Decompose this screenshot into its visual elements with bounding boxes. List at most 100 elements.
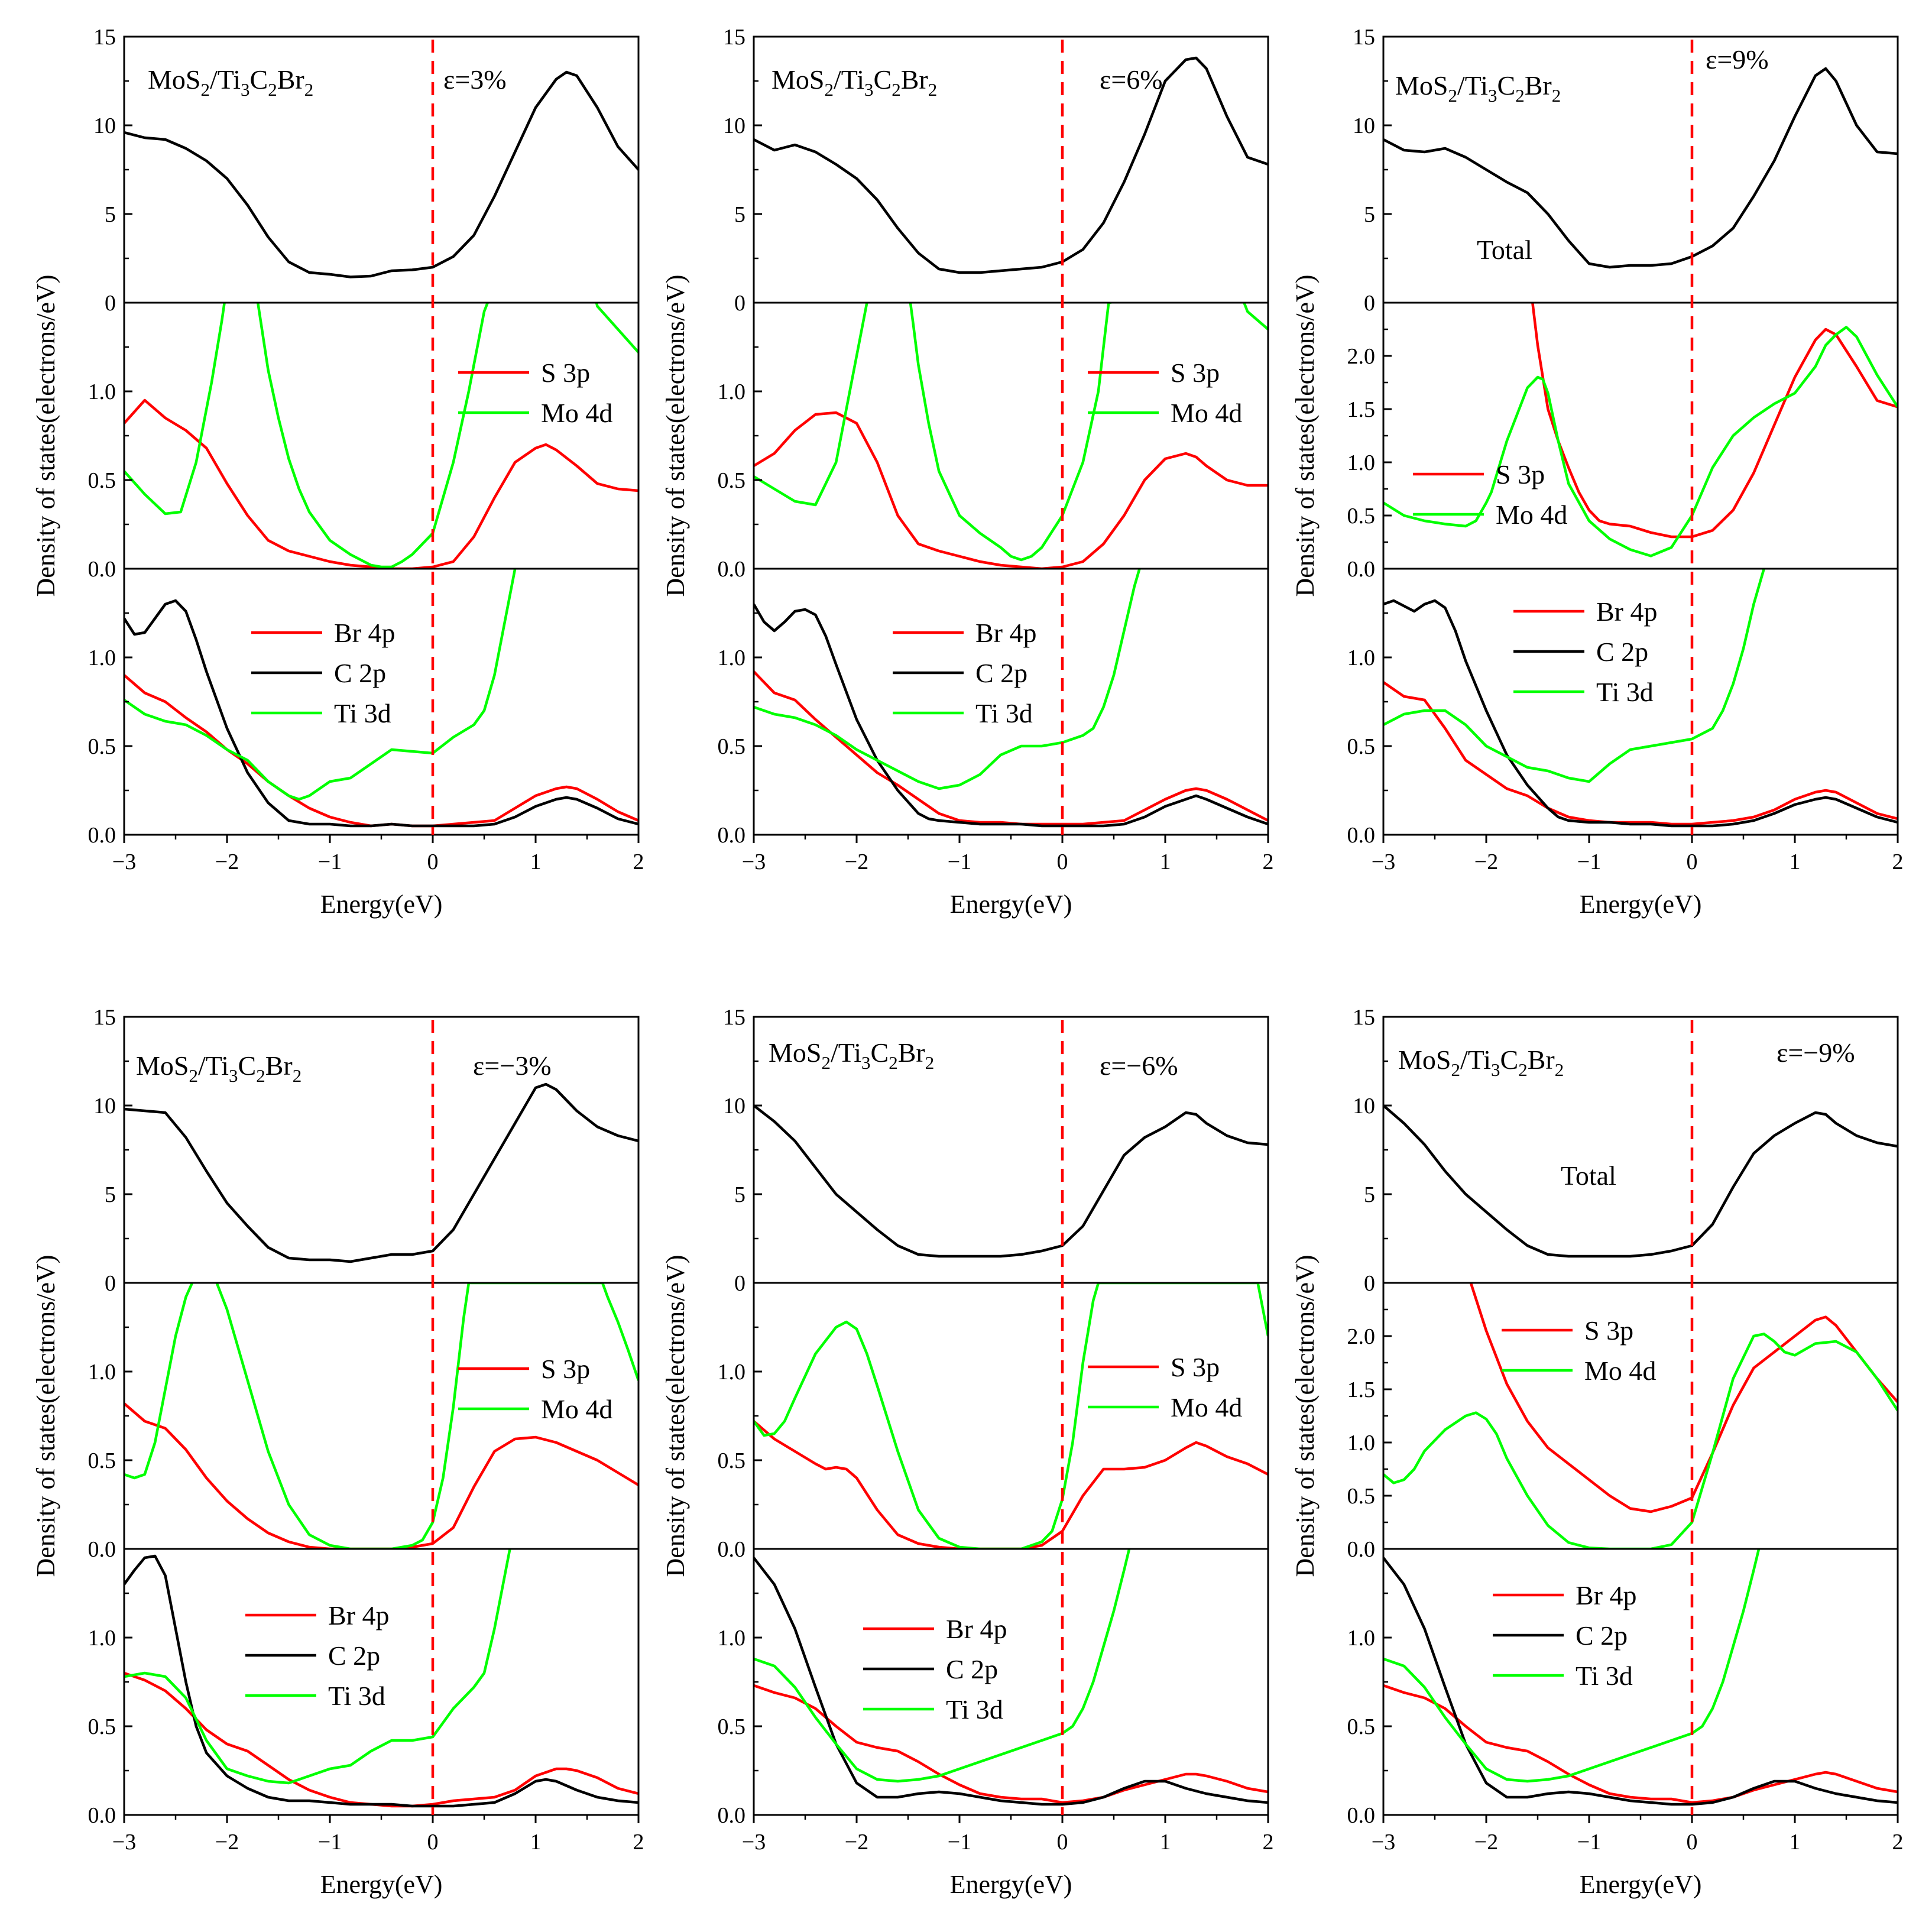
legend-label: Ti 3d bbox=[1596, 677, 1654, 707]
y-tick-label: 1.0 bbox=[88, 1626, 116, 1651]
series-c-2p bbox=[754, 1557, 1268, 1806]
series-total bbox=[124, 70, 638, 278]
y-tick-label: 0.5 bbox=[1347, 1714, 1376, 1739]
subplot-mos2-pdos: 0.0 0.5 1.0 bbox=[88, 1283, 638, 1562]
strain-label: ε=9% bbox=[1706, 44, 1769, 74]
y-tick-label: 1.0 bbox=[718, 646, 746, 670]
legend-label: Mo 4d bbox=[541, 398, 612, 428]
series-s-3p bbox=[1531, 303, 1898, 539]
x-tick-label: −3 bbox=[742, 850, 766, 874]
x-tick-label: 0 bbox=[1057, 1830, 1068, 1855]
y-tick-label: 10 bbox=[93, 114, 116, 138]
y-tick-label: 15 bbox=[93, 1005, 116, 1030]
formula-part: Br bbox=[265, 1051, 293, 1081]
formula-part: Br bbox=[1525, 70, 1552, 101]
y-tick-label: 1.0 bbox=[88, 380, 116, 404]
series-br-4p bbox=[124, 1671, 638, 1808]
legend-label: C 2p bbox=[328, 1641, 380, 1671]
subplot-mos2-pdos: 0.0 0.5 1.0 bbox=[718, 1283, 1268, 1562]
x-axis-title: Energy(eV) bbox=[320, 1870, 443, 1899]
y-tick-label: 5 bbox=[105, 202, 116, 227]
formula-part: MoS bbox=[769, 1038, 821, 1068]
formula-part: C bbox=[250, 64, 268, 95]
x-tick-label: −1 bbox=[948, 1830, 971, 1855]
x-tick-label: −2 bbox=[1474, 850, 1498, 874]
legend-label: C 2p bbox=[334, 658, 386, 688]
y-tick-label: 10 bbox=[723, 114, 745, 138]
legend-label: Br 4p bbox=[334, 618, 396, 648]
subscript: 2 bbox=[293, 1065, 302, 1086]
subscript: 2 bbox=[892, 79, 901, 100]
legend-label: Br 4p bbox=[1576, 1580, 1637, 1610]
y-tick-label: 10 bbox=[1353, 114, 1375, 138]
series-s-3p bbox=[754, 1420, 1268, 1549]
y-tick-label: 0.0 bbox=[1347, 1803, 1376, 1828]
y-tick-label: 2.0 bbox=[1347, 344, 1376, 369]
y-tick-label: 0.5 bbox=[88, 1714, 116, 1739]
legend-label: C 2p bbox=[1576, 1620, 1628, 1651]
legend-label: Br 4p bbox=[946, 1614, 1007, 1644]
subplot-total-dos: 0 5 10 15 bbox=[93, 25, 638, 316]
y-tick-label: 0.5 bbox=[1347, 504, 1376, 529]
x-tick-label: −2 bbox=[1474, 1830, 1498, 1855]
x-tick-label: 0 bbox=[427, 1830, 439, 1855]
subscript: 3 bbox=[1488, 85, 1497, 106]
y-tick-label: 0.5 bbox=[718, 1448, 746, 1473]
legend-label: C 2p bbox=[1596, 637, 1648, 667]
formula-part: Br bbox=[901, 64, 928, 95]
y-tick-label: 0.0 bbox=[88, 557, 116, 582]
formula-part: MoS bbox=[136, 1051, 189, 1081]
subscript: 3 bbox=[861, 1052, 871, 1073]
subscript: 3 bbox=[241, 79, 250, 100]
formula-part: /Ti bbox=[831, 1038, 861, 1068]
series-total bbox=[1383, 1104, 1898, 1258]
legend-label: Ti 3d bbox=[334, 698, 391, 728]
y-tick-label: 5 bbox=[734, 1182, 745, 1207]
subplot-total-dos: 0 5 10 15 bbox=[723, 1005, 1268, 1296]
legend-label: Mo 4d bbox=[1584, 1356, 1656, 1386]
y-axis-title: Density of states(electrons/eV) bbox=[661, 275, 690, 597]
series-br-4p bbox=[1383, 681, 1898, 826]
y-tick-label: 5 bbox=[734, 202, 745, 227]
y-tick-label: 0.5 bbox=[88, 1448, 116, 1473]
x-tick-label: 2 bbox=[1892, 850, 1904, 874]
formula-part: /Ti bbox=[210, 64, 241, 95]
panel-5: 0 5 10 15 0.0 0.5 1.0 0.0 0.5 1.0 −3 −2 −1 0 1 2 Energy(… bbox=[661, 1005, 1274, 1899]
legend-label: Mo 4d bbox=[1171, 1392, 1242, 1422]
system-label: MoS2/Ti3C2Br2 bbox=[1395, 70, 1561, 106]
x-tick-label: 2 bbox=[633, 1830, 644, 1855]
series-total bbox=[124, 1082, 638, 1263]
series-s-3p bbox=[124, 1402, 638, 1549]
x-tick-label: −3 bbox=[112, 1830, 136, 1855]
y-tick-label: 2.0 bbox=[1347, 1324, 1376, 1349]
panel-2: 0 5 10 15 0.0 0.5 1.0 0.0 0.5 1.0 −3 −2 −1 0 1 2 Energy(… bbox=[661, 25, 1274, 919]
panel-3: 0 5 10 15 0.0 0.5 1.0 1.5 2.0 0.0 0.5 1.0 −3 −2 −1 0 1 2 E… bbox=[1291, 25, 1904, 919]
system-label: MoS2/Ti3C2Br2 bbox=[148, 64, 313, 100]
series-total bbox=[754, 1104, 1268, 1258]
y-tick-label: 0 bbox=[105, 291, 116, 316]
series-s-3p bbox=[124, 398, 638, 569]
series-mo-4d bbox=[754, 303, 1268, 562]
subscript: 2 bbox=[268, 79, 277, 100]
subscript: 2 bbox=[200, 79, 210, 100]
y-tick-label: 5 bbox=[1364, 202, 1375, 227]
y-tick-label: 0 bbox=[105, 1271, 116, 1296]
subplot-total-dos: 0 5 10 15 bbox=[93, 1005, 638, 1296]
x-tick-label: 0 bbox=[1057, 850, 1068, 874]
legend-label: S 3p bbox=[1171, 1352, 1220, 1382]
subplot-total-dos: 0 5 10 15 bbox=[723, 25, 1268, 316]
x-tick-label: −3 bbox=[742, 1830, 766, 1855]
series-ti-3d bbox=[1383, 569, 1765, 783]
subplot-ti3c2br2-pdos: 0.0 0.5 1.0 bbox=[88, 1549, 638, 1828]
system-label: MoS2/Ti3C2Br2 bbox=[136, 1051, 302, 1086]
series-mo-4d bbox=[1383, 1333, 1898, 1549]
formula-part: C bbox=[874, 64, 892, 95]
x-tick-label: 2 bbox=[633, 850, 644, 874]
formula-part: /Ti bbox=[1460, 1045, 1491, 1075]
y-tick-label: 0.5 bbox=[718, 734, 746, 759]
y-tick-label: 0 bbox=[734, 1271, 745, 1296]
axes-frame bbox=[1382, 1016, 1899, 1816]
y-tick-label: 10 bbox=[723, 1094, 745, 1119]
y-tick-label: 0.5 bbox=[1347, 1484, 1376, 1509]
